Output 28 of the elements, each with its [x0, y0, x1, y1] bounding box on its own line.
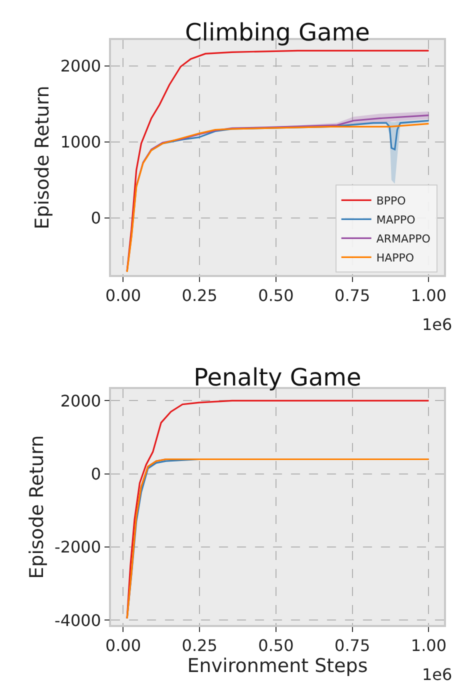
y-tick-label: 1000: [60, 132, 102, 152]
y-tick-label: 0: [90, 464, 102, 484]
y-tick-label: 2000: [60, 391, 102, 410]
legend-label: ARMAPPO: [376, 232, 431, 246]
y-tick-label: 0: [90, 208, 102, 228]
x-tick-label: 1.00: [410, 286, 447, 305]
y-tick-label: -2000: [54, 538, 102, 557]
legend-label: HAPPO: [376, 251, 414, 264]
x-tick-label: 0.00: [105, 286, 142, 305]
y-axis-title: Episode Return: [32, 86, 54, 230]
chart-title: Climbing Game: [185, 18, 370, 46]
x-tick-label: 0.25: [182, 286, 218, 305]
chart-title: Penalty Game: [194, 363, 362, 392]
x-tick-label: 0.50: [258, 636, 294, 655]
x-tick-label: 0.75: [334, 286, 370, 305]
x-tick-label: 0.75: [334, 636, 370, 655]
y-axis-title: Episode Return: [26, 435, 48, 579]
legend-label: MAPPO: [376, 213, 416, 226]
x-tick-label: 0.00: [105, 636, 142, 655]
legend-label: BPPO: [376, 194, 406, 208]
text: 1e6: [422, 665, 452, 684]
x-tick-label: 1.00: [410, 636, 447, 655]
x-tick-label: 0.25: [182, 636, 218, 655]
y-tick-label: 2000: [60, 56, 102, 76]
y-tick-label: -4000: [54, 610, 102, 630]
x-axis-title: Environment Steps: [187, 654, 368, 677]
x-tick-label: 0.50: [258, 286, 294, 305]
text: 1e6: [422, 315, 452, 334]
